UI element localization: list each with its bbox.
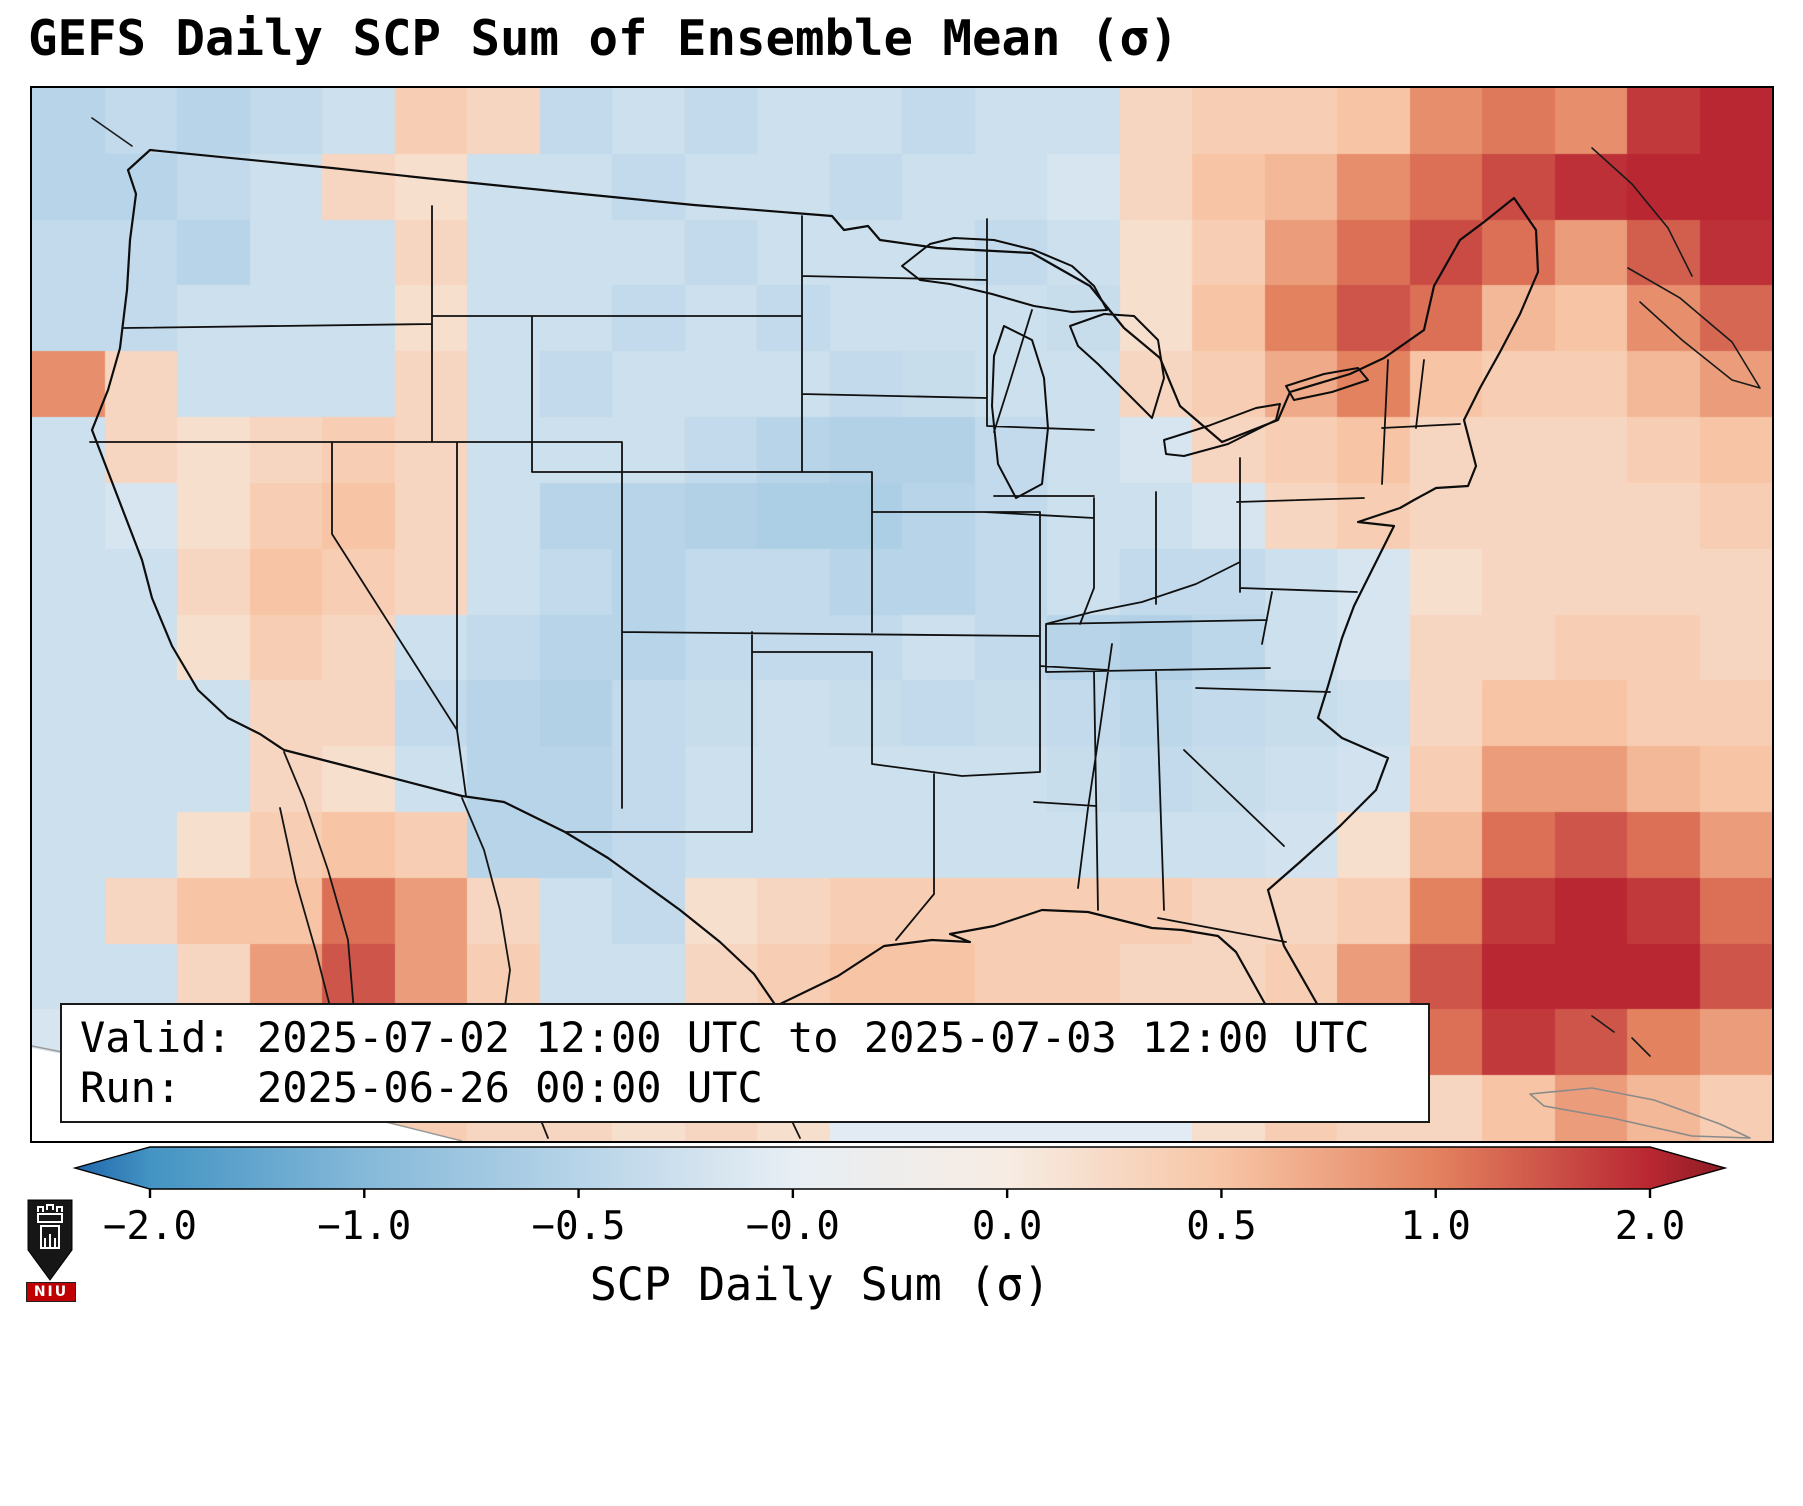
run-time-line: Run: 2025-06-26 00:00 UTC (80, 1063, 763, 1112)
niu-logo: NIU (26, 1198, 76, 1302)
canada-coastlines (91, 117, 1761, 1057)
colorbar-tick-label: 2.0 (1614, 1204, 1686, 1249)
colorbar-label: SCP Daily Sum (σ) (589, 1258, 1051, 1311)
state-borders (89, 205, 1461, 943)
scp-heatmap (32, 88, 1772, 1141)
colorbar-tick-label: −2.0 (103, 1204, 197, 1249)
info-box: Valid: 2025-07-02 12:00 UTC to 2025-07-0… (60, 1003, 1430, 1123)
cuba-outline (1529, 1087, 1751, 1139)
colorbar (72, 1146, 1728, 1198)
great-lakes-outlines (901, 237, 1369, 499)
colorbar-tick-label: −1.0 (317, 1204, 412, 1249)
page-title: GEFS Daily SCP Sum of Ensemble Mean (σ) (28, 10, 1179, 67)
colorbar-tick-label: −0.5 (531, 1204, 626, 1249)
map-overlay (32, 117, 1761, 1141)
colorbar-gradient-bar (72, 1146, 1728, 1190)
colorbar-tick-label: 1.0 (1400, 1204, 1471, 1249)
colorbar-tick-marks (148, 1189, 1652, 1198)
valid-time-line: Valid: 2025-07-02 12:00 UTC to 2025-07-0… (80, 1013, 1370, 1062)
niu-shield-icon (27, 1199, 73, 1281)
us-outline (90, 148, 1540, 1100)
map-figure: Valid: 2025-07-02 12:00 UTC to 2025-07-0… (30, 86, 1774, 1143)
colorbar-tick-label: 0.0 (971, 1204, 1043, 1249)
colorbar-tick-label: −0.0 (745, 1204, 840, 1249)
colorbar-tick-label: 0.5 (1186, 1204, 1257, 1249)
colorbar-tick-labels: −2.0 −1.0 −0.5 −0.0 0.0 0.5 1.0 2.0 (30, 1204, 1770, 1250)
niu-logo-text: NIU (26, 1282, 76, 1302)
